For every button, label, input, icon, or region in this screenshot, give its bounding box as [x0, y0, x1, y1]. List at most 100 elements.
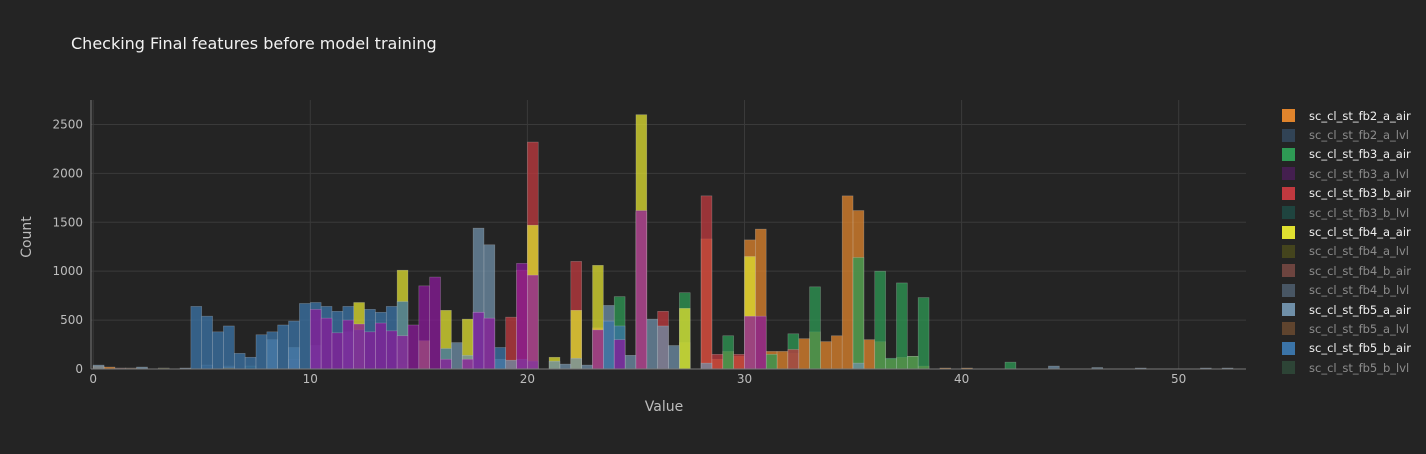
legend-item[interactable]: sc_cl_st_fb5_a_air — [1282, 300, 1422, 319]
legend-swatch — [1282, 147, 1295, 161]
bar — [733, 354, 745, 370]
bar — [418, 285, 430, 370]
legend-swatch — [1282, 186, 1295, 200]
bar — [744, 315, 756, 370]
legend-swatch — [1282, 322, 1295, 336]
grid — [91, 100, 1246, 369]
bar — [1004, 361, 1017, 370]
bar — [852, 257, 865, 370]
bar — [451, 342, 463, 370]
legend-swatch — [1282, 264, 1295, 278]
legend-swatch — [1282, 244, 1295, 258]
legend-item[interactable]: sc_cl_st_fb4_a_air — [1282, 222, 1422, 241]
legend-label: sc_cl_st_fb2_a_lvl — [1309, 128, 1409, 143]
bar — [841, 195, 854, 370]
y-axis-label: Count — [19, 216, 35, 258]
bar — [581, 364, 593, 370]
legend-label: sc_cl_st_fb4_b_lvl — [1309, 283, 1410, 298]
chart-title: Checking Final features before model tra… — [71, 34, 437, 53]
legend-item[interactable]: sc_cl_st_fb5_b_lvl — [1282, 358, 1422, 377]
y-tick-label: 2500 — [52, 117, 83, 131]
x-tick-label: 20 — [520, 372, 535, 386]
legend-item[interactable]: sc_cl_st_fb5_b_air — [1282, 339, 1422, 358]
bar — [852, 362, 865, 370]
legend-item[interactable]: sc_cl_st_fb3_b_air — [1282, 184, 1422, 203]
bar — [299, 303, 311, 370]
bar — [92, 364, 105, 370]
bar — [201, 315, 213, 370]
bar — [635, 210, 648, 370]
x-tick-label: 40 — [954, 372, 969, 386]
bar — [190, 306, 203, 370]
bar — [212, 331, 224, 370]
legend-item[interactable]: sc_cl_st_fb3_a_air — [1282, 145, 1422, 164]
legend-item[interactable]: sc_cl_st_fb4_a_lvl — [1282, 242, 1422, 261]
legend-label: sc_cl_st_fb3_a_lvl — [1309, 166, 1409, 181]
bar — [440, 358, 452, 370]
bar — [559, 363, 572, 370]
bar — [896, 282, 908, 370]
x-tick-label: 10 — [303, 372, 318, 386]
bar — [787, 349, 800, 370]
axes: 0 500 1000 1500 2000 2500 0 10 20 30 40 50 — [52, 100, 1246, 386]
legend-item[interactable]: sc_cl_st_fb2_a_air — [1282, 106, 1422, 125]
bar — [385, 330, 398, 370]
bar — [353, 323, 365, 370]
bar — [472, 311, 485, 370]
bar — [570, 357, 582, 370]
bar — [309, 309, 322, 370]
legend-swatch — [1282, 128, 1295, 142]
bar — [505, 359, 517, 370]
legend-label: sc_cl_st_fb3_a_air — [1309, 147, 1411, 162]
bar — [603, 320, 615, 370]
y-tick-label: 500 — [60, 313, 83, 327]
bar — [429, 276, 441, 370]
legend-item[interactable]: sc_cl_st_fb4_b_lvl — [1282, 281, 1422, 300]
bar — [407, 324, 420, 370]
y-tick-label: 1500 — [52, 215, 83, 229]
bar — [396, 335, 409, 370]
bar — [233, 353, 246, 370]
bar — [548, 360, 561, 370]
bar — [613, 339, 626, 370]
x-axis-label: Value — [645, 399, 683, 415]
bar — [798, 338, 810, 370]
bar — [679, 308, 691, 370]
bar — [668, 345, 680, 370]
bars — [92, 114, 1234, 370]
bar — [700, 362, 713, 370]
bar — [494, 347, 506, 370]
legend-label: sc_cl_st_fb4_a_lvl — [1309, 244, 1409, 259]
bar — [266, 331, 279, 370]
legend-swatch — [1282, 167, 1295, 181]
bar — [331, 332, 344, 370]
bar — [461, 358, 474, 370]
bar — [527, 274, 539, 370]
x-tick-label: 0 — [89, 372, 97, 386]
legend-item[interactable]: sc_cl_st_fb3_b_lvl — [1282, 203, 1422, 222]
legend-swatch — [1282, 225, 1295, 239]
y-tick-label: 2000 — [52, 166, 83, 180]
legend-label: sc_cl_st_fb4_a_air — [1309, 225, 1411, 240]
legend-label: sc_cl_st_fb3_b_lvl — [1309, 205, 1410, 220]
legend-label: sc_cl_st_fb5_b_lvl — [1309, 360, 1410, 375]
bar — [516, 263, 528, 370]
legend-swatch — [1282, 303, 1295, 317]
bar — [885, 357, 897, 370]
bar — [820, 341, 832, 370]
legend-item[interactable]: sc_cl_st_fb3_a_lvl — [1282, 164, 1422, 183]
bar — [255, 334, 268, 370]
legend-item[interactable]: sc_cl_st_fb2_a_lvl — [1282, 125, 1422, 144]
y-tick-label: 1000 — [52, 264, 83, 278]
legend-swatch — [1282, 341, 1295, 355]
bar — [874, 270, 886, 370]
bar — [809, 286, 821, 370]
bar — [722, 335, 734, 370]
bar — [863, 339, 876, 370]
legend-item[interactable]: sc_cl_st_fb4_b_air — [1282, 261, 1422, 280]
x-tick-label: 30 — [737, 372, 752, 386]
legend-swatch — [1282, 361, 1295, 375]
legend-label: sc_cl_st_fb5_a_air — [1309, 302, 1411, 317]
legend-item[interactable]: sc_cl_st_fb5_a_lvl — [1282, 319, 1422, 338]
